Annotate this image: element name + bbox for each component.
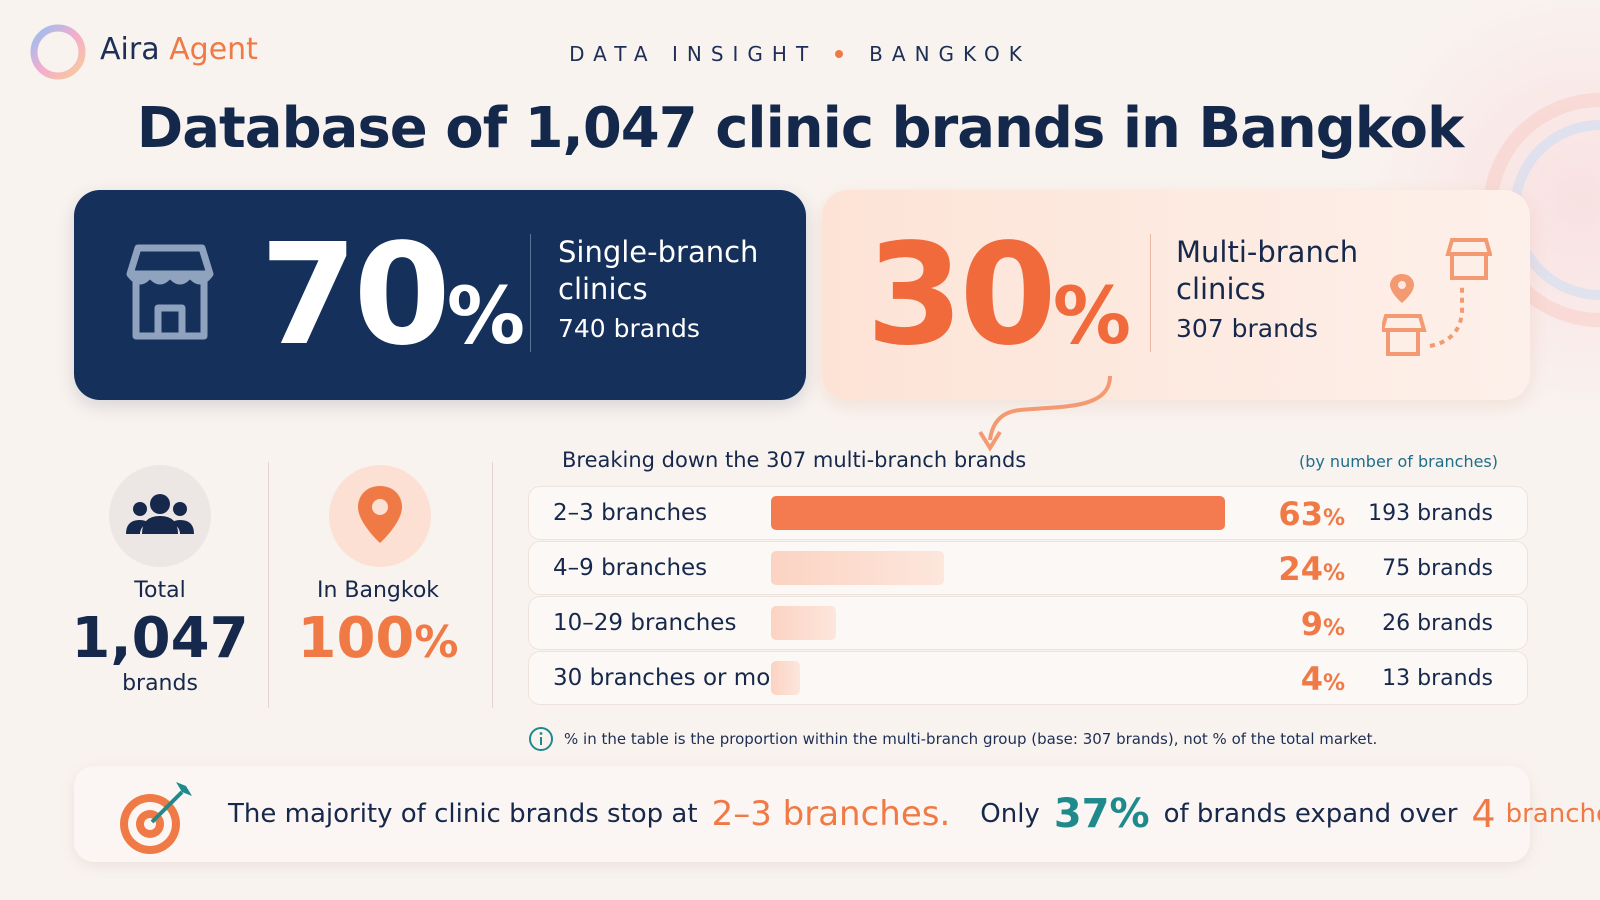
- title: Database of 1,047 clinic brands in Bangk…: [136, 96, 1465, 161]
- coverage-value: 100: [297, 606, 415, 671]
- total-unit: brands: [122, 671, 198, 696]
- summary-only: Only: [980, 799, 1040, 829]
- row-label: 30 branches or more: [553, 665, 794, 691]
- summary-card: The majority of clinic brands stop at 2–…: [74, 766, 1600, 862]
- divider: [1150, 234, 1151, 352]
- store-icon: [126, 244, 214, 340]
- row-pct-unit: %: [1322, 671, 1345, 696]
- brand-name: Aira: [100, 32, 160, 67]
- summary-threshold: 4: [1471, 792, 1496, 836]
- breakdown-row: 10–29 branches 9% 26 brands: [528, 596, 1528, 650]
- total-value: 1,047: [71, 606, 249, 671]
- row-pct: 63%: [1278, 495, 1345, 533]
- row-pct-value: 9: [1300, 605, 1323, 643]
- single-label: Single-branch clinics: [558, 235, 759, 306]
- divider: [268, 462, 269, 708]
- row-label: 4–9 branches: [553, 555, 708, 581]
- coverage-stat: In Bangkok 100%: [278, 578, 478, 675]
- breakdown-title: Breaking down the 307 multi-branch brand…: [562, 448, 1027, 472]
- bar: [771, 661, 800, 695]
- breakdown-row: 30 branches or more 4% 13 brands: [528, 651, 1528, 705]
- row-pct: 4%: [1301, 660, 1345, 698]
- summary-line: The majority of clinic brands stop at 2–…: [228, 766, 1600, 862]
- summary-tail: branches.: [1505, 799, 1600, 829]
- bar: [771, 551, 944, 585]
- people-icon: [109, 465, 211, 567]
- logo-icon: [30, 24, 86, 80]
- row-pct-value: 24: [1278, 550, 1323, 588]
- divider: [530, 234, 531, 352]
- row-pct-unit: %: [1322, 561, 1345, 586]
- row-pct: 9%: [1301, 605, 1345, 643]
- callout-arrow: [978, 375, 1112, 452]
- total-label: Total: [134, 578, 186, 603]
- single-count: 740 brands: [558, 314, 700, 343]
- single-text: Single-branch clinics 740 brands: [558, 234, 768, 343]
- multi-unit: %: [1052, 272, 1131, 362]
- kicker: DATA INSIGHT BANGKOK: [0, 42, 1600, 66]
- row-pct-unit: %: [1322, 506, 1345, 531]
- single-unit: %: [446, 272, 525, 362]
- kicker-right: BANGKOK: [869, 42, 1031, 66]
- row-label: 10–29 branches: [553, 610, 737, 636]
- summary-middle: of brands expand over: [1163, 799, 1458, 829]
- brand-accent: Agent: [169, 32, 258, 67]
- footnote-text: % in the table is the proportion within …: [564, 730, 1378, 748]
- summary-lead: The majority of clinic brands stop at: [228, 799, 698, 829]
- target-icon: [120, 782, 192, 854]
- info-icon: [529, 727, 553, 751]
- row-pct-unit: %: [1322, 616, 1345, 641]
- total-stat: Total 1,047 brands: [60, 578, 260, 696]
- row-pct-value: 4: [1300, 660, 1323, 698]
- coverage-label: In Bangkok: [316, 578, 440, 603]
- row-label: 2–3 branches: [553, 500, 708, 526]
- coverage-value-group: 100%: [278, 607, 478, 675]
- breakdown-note: (by number of branches): [1298, 452, 1498, 471]
- row-pct: 24%: [1278, 550, 1345, 588]
- multi-value: 30: [866, 214, 1057, 377]
- breakdown-row: 2–3 branches 63% 193 brands: [528, 486, 1528, 540]
- footnote: % in the table is the proportion within …: [528, 726, 1377, 752]
- brand: Aira Agent: [100, 32, 258, 67]
- single-value: 70: [260, 214, 451, 377]
- breakdown-row: 4–9 branches 24% 75 brands: [528, 541, 1528, 595]
- row-brands: 26 brands: [1382, 611, 1493, 636]
- row-brands: 193 brands: [1368, 501, 1493, 526]
- coverage-unit: %: [414, 617, 459, 668]
- multi-card: 30% Multi-branch clinics 307 brands: [822, 190, 1530, 400]
- summary-share: 37%: [1053, 791, 1150, 837]
- pin-icon: [329, 465, 431, 567]
- kicker-left: DATA INSIGHT: [569, 42, 818, 66]
- network-icon: [1382, 238, 1492, 356]
- multi-text: Multi-branch clinics 307 brands: [1176, 234, 1386, 343]
- multi-value-group: 30%: [866, 226, 1131, 366]
- bar: [771, 606, 836, 640]
- single-value-group: 70%: [260, 226, 525, 366]
- row-brands: 75 brands: [1382, 556, 1493, 581]
- row-brands: 13 brands: [1382, 666, 1493, 691]
- kicker-dot: [835, 50, 844, 58]
- row-pct-value: 63: [1278, 495, 1323, 533]
- multi-count: 307 brands: [1176, 314, 1318, 343]
- divider: [492, 462, 493, 708]
- summary-highlight: 2–3 branches.: [711, 794, 951, 834]
- bar: [771, 496, 1225, 530]
- multi-label: Multi-branch clinics: [1176, 235, 1359, 306]
- single-card: 70% Single-branch clinics 740 brands: [74, 190, 806, 400]
